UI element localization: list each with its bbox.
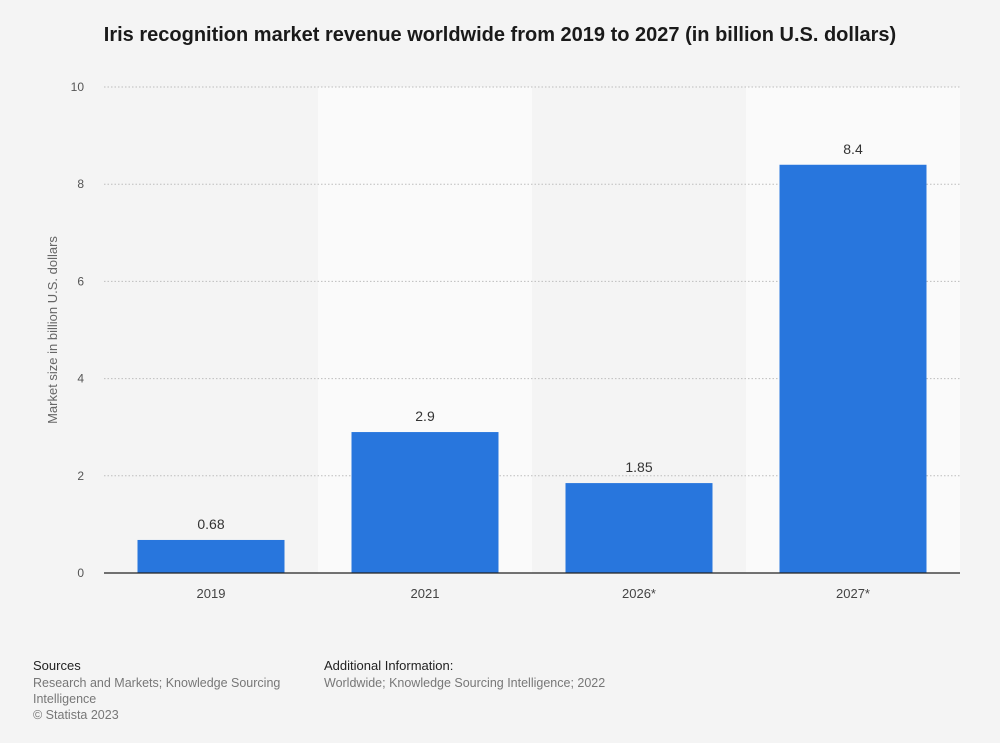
bar-value-label: 2.9 — [415, 408, 435, 424]
bar-value-label: 1.85 — [625, 459, 652, 475]
sources-text: Research and Markets; Knowledge Sourcing… — [33, 676, 281, 706]
y-tick-label: 0 — [77, 566, 84, 580]
y-tick-label: 6 — [77, 274, 84, 288]
bar[interactable] — [137, 539, 285, 573]
y-tick-label: 2 — [77, 469, 84, 483]
copyright: © Statista 2023 — [33, 708, 119, 722]
y-tick-label: 8 — [77, 177, 84, 191]
x-tick-label: 2019 — [197, 586, 226, 601]
y-tick-label: 10 — [71, 80, 85, 94]
bar[interactable] — [565, 483, 713, 573]
bar[interactable] — [779, 164, 927, 573]
additional-info-text: Worldwide; Knowledge Sourcing Intelligen… — [324, 676, 606, 690]
x-tick-label: 2027* — [836, 586, 870, 601]
bar[interactable] — [351, 432, 499, 573]
y-tick-label: 4 — [77, 372, 84, 386]
bar-value-label: 0.68 — [197, 516, 224, 532]
x-tick-label: 2021 — [411, 586, 440, 601]
additional-info-block: Additional Information: Worldwide; Knowl… — [324, 658, 684, 691]
sources-block: Sources Research and Markets; Knowledge … — [33, 658, 303, 723]
chart-title: Iris recognition market revenue worldwid… — [103, 24, 897, 46]
additional-info-heading: Additional Information: — [324, 658, 454, 673]
sources-heading: Sources — [33, 658, 81, 673]
x-tick-label: 2026* — [622, 586, 656, 601]
bar-value-label: 8.4 — [843, 141, 863, 157]
y-axis-label: Market size in billion U.S. dollars — [45, 236, 60, 424]
